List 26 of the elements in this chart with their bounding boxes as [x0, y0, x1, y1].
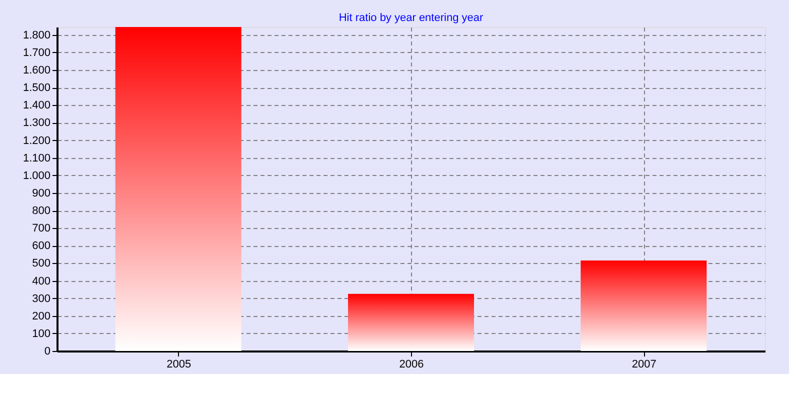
x-tick-label: 2006	[399, 358, 424, 370]
y-tick-label: 1.700	[22, 46, 50, 59]
y-tick-label: 900	[32, 187, 50, 200]
y-tick-label: 1.800	[22, 29, 50, 42]
y-tick-label: 1.400	[22, 100, 50, 112]
y-tick-label: 200	[32, 310, 50, 322]
x-tick-label: 2007	[632, 358, 656, 370]
chart-title: Hit ratio by year entering year	[338, 12, 484, 24]
y-tick-label: 1.300	[22, 117, 50, 130]
bar	[348, 294, 474, 351]
y-tick-label: 1.000	[22, 170, 50, 182]
y-tick-label: 1.600	[22, 64, 50, 77]
y-tick-label: 700	[32, 222, 50, 235]
y-tick-label: 0	[44, 346, 50, 358]
y-tick-label: 1.500	[22, 82, 50, 94]
y-tick-label: 800	[32, 205, 50, 218]
y-tick-label: 100	[32, 328, 50, 340]
y-tick-label: 500	[32, 258, 50, 270]
x-tick-label: 2005	[166, 358, 192, 370]
y-tick-label: 1.100	[22, 152, 50, 164]
y-tick-label: 300	[32, 292, 50, 305]
bar	[115, 27, 242, 351]
y-tick-label: 400	[32, 275, 50, 288]
bar	[580, 260, 707, 351]
y-tick-label: 600	[32, 240, 50, 252]
y-tick-label: 1.200	[22, 134, 50, 147]
